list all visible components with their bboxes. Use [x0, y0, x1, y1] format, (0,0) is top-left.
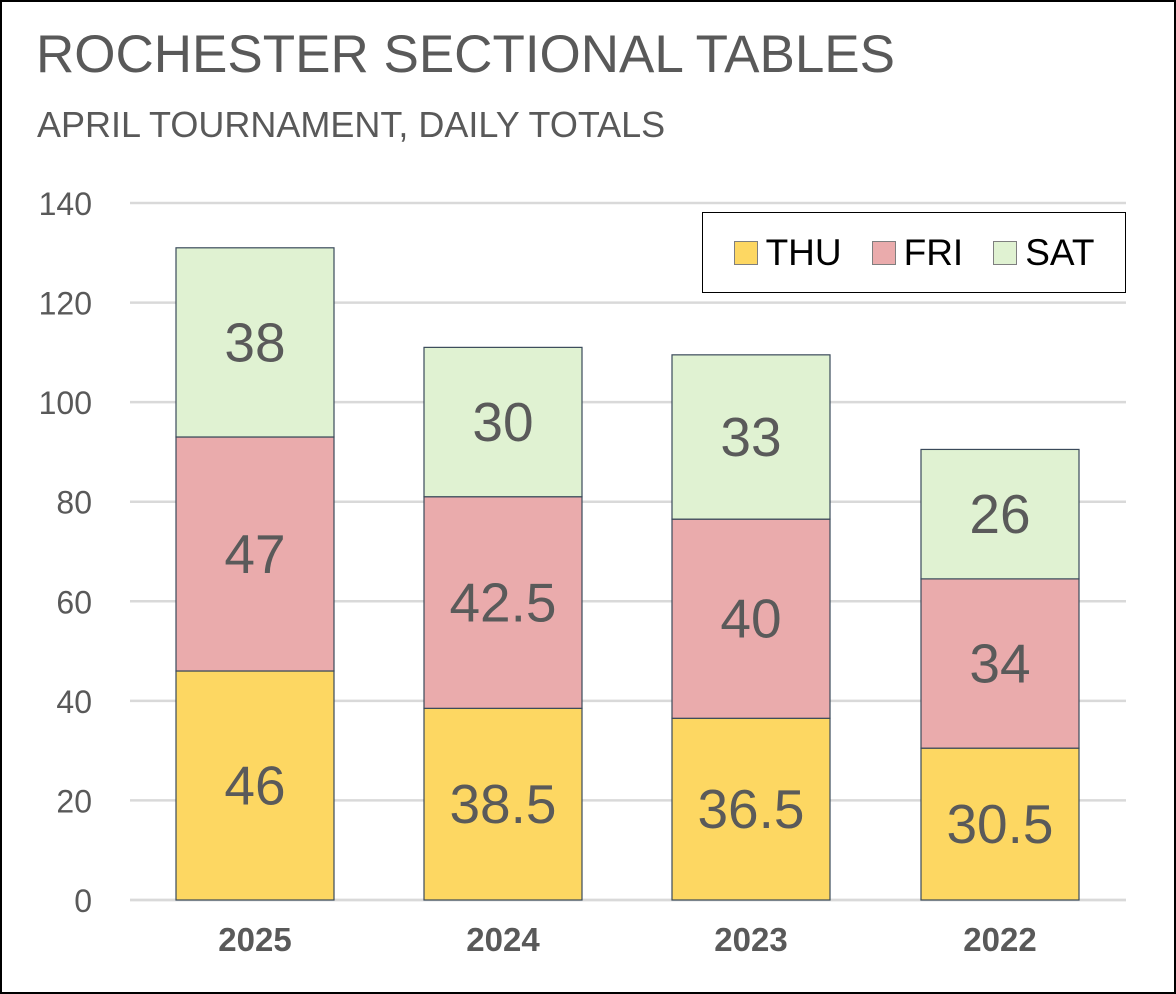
data-label-2025-fri: 47	[224, 523, 285, 585]
data-label-2023-fri: 40	[720, 588, 781, 650]
y-tick-label: 140	[39, 186, 92, 222]
legend-label: THU	[765, 231, 842, 273]
legend-item-sat: SAT	[993, 232, 1094, 274]
data-label-2024-fri: 42.5	[449, 572, 556, 634]
bar-2022-fri	[920, 578, 1080, 749]
x-axis-ticks: 2025 2024 2023 2022	[218, 921, 1036, 958]
y-tick-label: 0	[74, 883, 92, 919]
data-label-2023-thu: 36.5	[697, 778, 804, 840]
bar-2023-thu	[671, 717, 831, 901]
data-label-2025-sat: 38	[224, 311, 285, 373]
bar-2022-sat	[920, 448, 1080, 580]
bar-2022-thu	[920, 747, 1080, 901]
x-tick-label: 2024	[466, 921, 540, 958]
legend-swatch-thu	[733, 240, 758, 265]
bar-2025-sat	[175, 247, 335, 438]
legend-item-thu: THU	[733, 231, 842, 274]
x-tick-label: 2022	[963, 921, 1036, 958]
bar-2024-thu	[423, 707, 583, 901]
legend-item-fri: FRI	[871, 231, 964, 274]
bar-2024-fri	[423, 496, 583, 709]
legend-label: FRI	[903, 231, 964, 273]
bar-2025-fri	[175, 436, 335, 672]
legend-swatch-sat	[993, 240, 1018, 265]
bar-2023-sat	[671, 354, 831, 520]
data-label-2024-thu: 38.5	[449, 773, 556, 835]
x-tick-label: 2025	[218, 921, 291, 958]
x-tick-label: 2023	[714, 921, 787, 958]
y-tick-label: 60	[56, 584, 92, 620]
y-tick-label: 100	[39, 385, 92, 421]
bar-layer	[175, 247, 1080, 901]
data-label-2022-sat: 26	[969, 483, 1030, 545]
chart-title: ROCHESTER SECTIONAL TABLES	[36, 25, 895, 84]
data-label-2022-fri: 34	[969, 633, 1030, 695]
y-axis-ticks: 0 20 40 60 80 100 120 140	[39, 186, 92, 919]
chart-subtitle: APRIL TOURNAMENT, DAILY TOTALS	[37, 104, 666, 145]
legend-label: SAT	[1025, 231, 1095, 273]
data-label-2024-sat: 30	[472, 391, 533, 453]
data-label-2022-thu: 30.5	[946, 793, 1053, 855]
y-tick-label: 80	[56, 485, 92, 521]
y-tick-label: 40	[56, 684, 92, 720]
legend: THU FRI SAT	[702, 212, 1126, 293]
bar-2025-thu	[175, 670, 335, 901]
bar-2023-fri	[671, 518, 831, 719]
legend-swatch-fri	[871, 240, 896, 265]
y-tick-label: 20	[56, 783, 92, 819]
bar-2024-sat	[423, 346, 583, 498]
y-tick-label: 120	[39, 286, 92, 322]
data-label-layer: 46 47 38 38.5 42.5 30 36.5 40 33 30.5 34 26	[224, 311, 1053, 855]
data-label-2023-sat: 33	[720, 406, 781, 468]
data-label-2025-thu: 46	[224, 754, 285, 816]
